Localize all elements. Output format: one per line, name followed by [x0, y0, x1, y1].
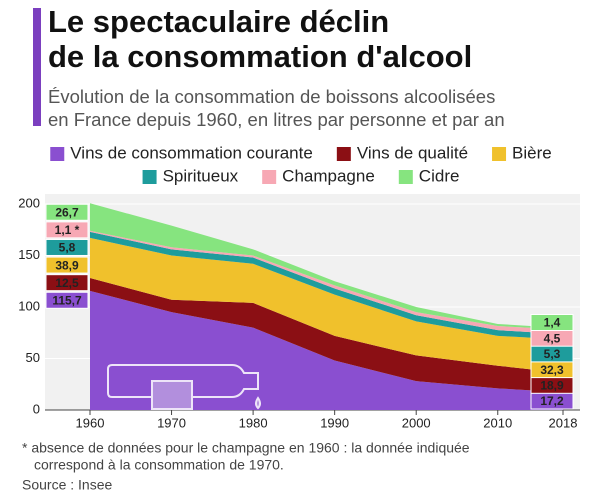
chart-subtitle: en France depuis 1960, en litres par per… — [48, 109, 505, 130]
legend-swatch — [142, 170, 157, 184]
x-tick-label: 2000 — [402, 415, 431, 430]
source: Source : Insee — [22, 477, 112, 493]
value-label: 115,7 — [52, 293, 82, 307]
y-tick-label: 200 — [18, 195, 40, 210]
x-tick-label: 1970 — [157, 415, 186, 430]
bottle-illustration — [107, 364, 261, 410]
legend-label: Champagne — [282, 166, 375, 185]
y-tick-label: 0 — [33, 401, 40, 416]
value-label: 18,9 — [540, 378, 564, 392]
legend-label: Spiritueux — [163, 166, 239, 185]
area — [90, 290, 563, 410]
value-label: 5,8 — [59, 241, 76, 255]
legend-row: Spiritueux Champagne Cidre — [142, 166, 460, 185]
area — [90, 231, 563, 340]
y-tick-label: 50 — [26, 350, 40, 365]
value-label: 1,1 * — [55, 223, 80, 237]
value-label-box — [45, 221, 89, 239]
value-label: 4,5 — [544, 331, 561, 345]
x-tick-label: 2018 — [549, 415, 578, 430]
area — [90, 277, 563, 393]
chart-title: Le spectaculaire déclin — [48, 4, 389, 39]
value-label-box — [45, 291, 89, 309]
value-label: 1,4 — [544, 316, 561, 330]
x-tick-label: 1990 — [320, 415, 349, 430]
legend-swatch — [262, 170, 277, 184]
value-label-box — [45, 274, 89, 292]
chart-subtitle: Évolution de la consommation de boissons… — [48, 86, 495, 107]
legend-swatch — [492, 147, 507, 161]
value-label: 5,3 — [544, 347, 561, 361]
value-label-box — [45, 238, 89, 256]
chart-title: de la consommation d'alcool — [48, 39, 472, 74]
legend-swatch — [50, 147, 65, 161]
x-tick-label: 1960 — [76, 415, 105, 430]
value-label: 26,7 — [55, 205, 79, 219]
legend-label: Cidre — [419, 166, 460, 185]
area — [90, 230, 563, 335]
y-tick-label: 150 — [18, 247, 40, 262]
value-label-box — [530, 314, 574, 331]
legend-swatch — [336, 147, 351, 161]
value-label: 17,2 — [540, 394, 564, 408]
footnote: * absence de données pour le champagne e… — [22, 440, 470, 456]
legend-row: Vins de consommation courante Vins de qua… — [50, 143, 552, 162]
value-label: 12,5 — [55, 276, 79, 290]
title-bar — [33, 8, 41, 126]
value-label: 38,9 — [55, 258, 79, 272]
legend-label: Vins de consommation courante — [70, 143, 313, 162]
x-tick-label: 2010 — [483, 415, 512, 430]
legend-label: Vins de qualité — [357, 143, 468, 162]
value-label: 32,3 — [540, 363, 564, 377]
x-tick-label: 1980 — [239, 415, 268, 430]
value-label-box — [45, 256, 89, 274]
value-label-box — [45, 203, 89, 221]
area — [90, 237, 563, 373]
y-tick-label: 100 — [18, 298, 40, 313]
footnote: correspond à la consommation de 1970. — [34, 457, 284, 473]
legend-label: Bière — [512, 143, 552, 162]
legend-swatch — [398, 170, 413, 184]
